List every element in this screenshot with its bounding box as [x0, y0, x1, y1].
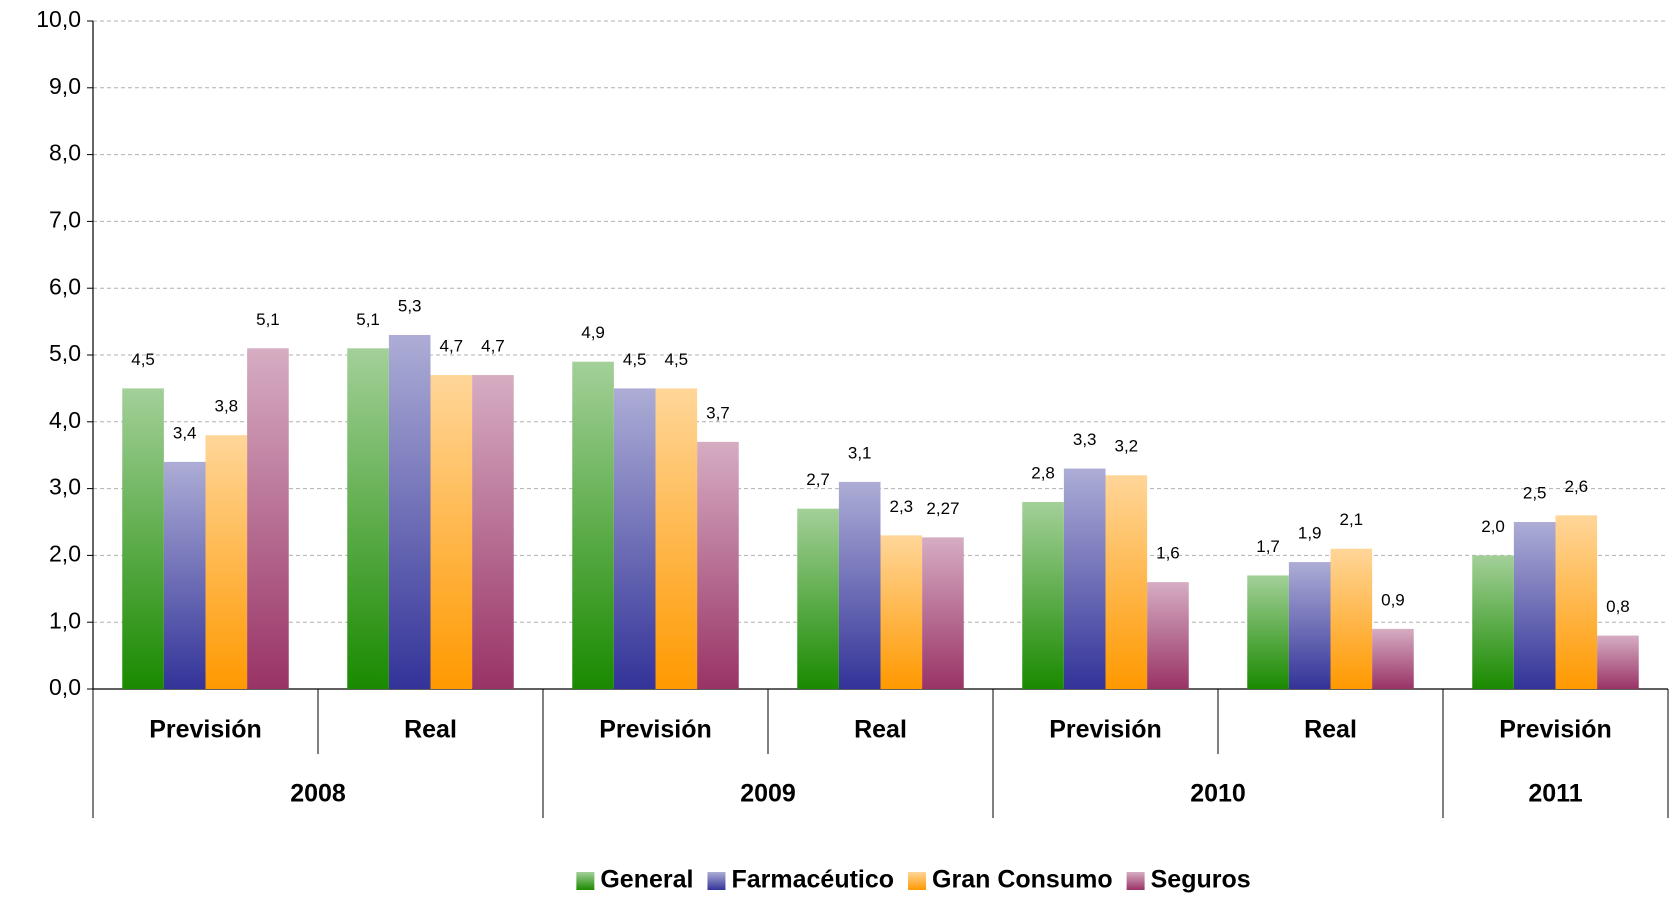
y-tick-label: 4,0: [49, 407, 81, 433]
bar: [1022, 501, 1064, 689]
x-group-label: 2008: [290, 780, 346, 808]
value-label: 1,9: [1298, 524, 1322, 543]
value-label: 3,2: [1114, 437, 1138, 456]
value-label: 3,8: [214, 397, 238, 416]
y-tick-label: 3,0: [49, 474, 81, 500]
value-label: 2,7: [806, 470, 830, 489]
x-category-label: Real: [854, 716, 907, 744]
bar: [1555, 515, 1598, 689]
bar: [247, 348, 289, 689]
y-tick-label: 6,0: [49, 273, 81, 299]
bar: [1372, 628, 1414, 689]
value-label: 1,6: [1156, 544, 1180, 563]
value-label: 5,1: [256, 310, 280, 329]
bar: [430, 375, 473, 689]
x-category-label: Real: [404, 716, 457, 744]
legend-label: Gran Consumo: [932, 866, 1113, 894]
legend-label: Seguros: [1151, 866, 1251, 894]
legend-swatch: [1126, 872, 1145, 890]
value-label: 3,4: [173, 423, 197, 442]
bar: [1247, 575, 1289, 689]
bar: [1147, 582, 1189, 689]
value-label: 4,9: [581, 323, 605, 342]
x-group-label: 2011: [1528, 780, 1582, 808]
legend-swatch: [908, 872, 927, 890]
value-label: 2,6: [1564, 477, 1588, 496]
legend-swatch: [576, 872, 595, 890]
value-label: 4,7: [439, 337, 463, 356]
value-label: 4,7: [481, 337, 505, 356]
bar: [838, 481, 881, 689]
y-tick-label: 8,0: [49, 140, 81, 166]
x-category-label: Real: [1304, 716, 1357, 744]
bar: [388, 334, 431, 689]
bar: [655, 388, 698, 689]
bar: [1105, 475, 1148, 689]
value-label: 0,8: [1606, 597, 1630, 616]
bar: [1472, 555, 1514, 689]
value-label: 4,5: [664, 350, 688, 369]
bar: [797, 508, 839, 689]
bar: [122, 388, 164, 689]
bar: [1513, 522, 1556, 689]
y-tick-label: 0,0: [49, 674, 81, 700]
x-category-label: Previsión: [149, 716, 262, 744]
value-label: 3,7: [706, 403, 730, 422]
x-category-label: Previsión: [599, 716, 712, 744]
value-label: 2,0: [1481, 517, 1505, 536]
bar: [347, 348, 389, 689]
legend-label: Farmacéutico: [731, 866, 894, 894]
legend: General Farmacéutico Gran Consumo Seguros: [576, 866, 1251, 894]
value-label: 0,9: [1381, 590, 1405, 609]
y-tick-label: 9,0: [49, 73, 81, 99]
legend-swatch: [707, 872, 726, 890]
value-label: 4,5: [131, 350, 155, 369]
bar: [697, 441, 739, 689]
bar: [472, 375, 514, 689]
x-group-label: 2010: [1190, 780, 1246, 808]
value-label: 1,7: [1256, 537, 1280, 556]
y-tick-label: 7,0: [49, 206, 81, 232]
value-label: 2,27: [926, 499, 959, 518]
value-label: 2,8: [1031, 463, 1055, 482]
y-tick-label: 1,0: [49, 607, 81, 633]
y-tick-label: 5,0: [49, 340, 81, 366]
bar: [205, 435, 248, 689]
x-group-label: 2009: [740, 780, 796, 808]
bar: [572, 361, 614, 689]
value-label: 2,1: [1339, 510, 1363, 529]
bar: [163, 461, 206, 689]
bar: [1063, 468, 1106, 689]
value-label: 5,1: [356, 310, 380, 329]
bar: [922, 537, 964, 689]
value-label: 2,5: [1523, 483, 1547, 502]
x-category-label: Previsión: [1049, 716, 1162, 744]
x-category-label: Previsión: [1499, 716, 1612, 744]
bar: [880, 535, 923, 689]
value-label: 4,5: [623, 350, 647, 369]
bar: [613, 388, 656, 689]
y-tick-label: 10,0: [36, 6, 81, 32]
value-label: 3,1: [848, 443, 872, 462]
bar: [1330, 548, 1373, 689]
bar: [1288, 562, 1331, 689]
legend-label: General: [600, 866, 693, 894]
value-label: 3,3: [1073, 430, 1097, 449]
bar: [1597, 635, 1639, 689]
y-tick-label: 2,0: [49, 540, 81, 566]
value-label: 5,3: [398, 296, 422, 315]
value-label: 2,3: [889, 497, 913, 516]
